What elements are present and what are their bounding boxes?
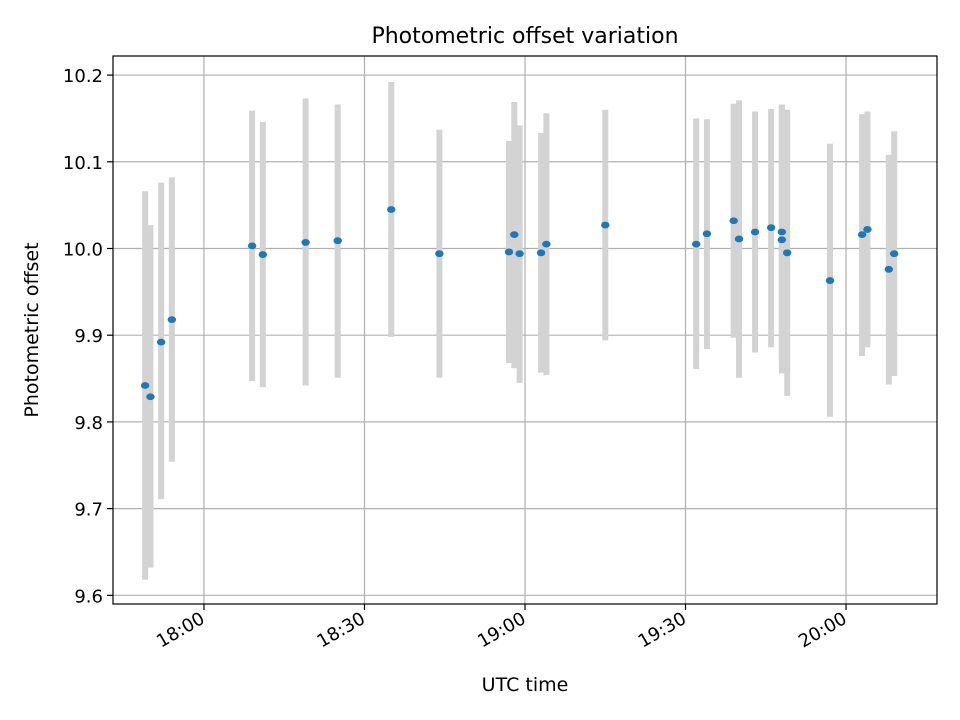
data-point <box>247 242 257 250</box>
data-point <box>515 250 524 258</box>
data-point <box>146 393 155 401</box>
data-point <box>889 250 899 258</box>
data-point <box>536 249 546 257</box>
data-point <box>156 338 166 346</box>
data-point <box>167 316 177 323</box>
y-tick-label: 9.7 <box>74 500 103 521</box>
data-point <box>510 231 519 239</box>
y-tick-label: 10.0 <box>63 239 103 260</box>
data-point <box>140 382 150 389</box>
data-point <box>825 277 835 284</box>
x-axis-label: UTC time <box>482 674 569 696</box>
data-point <box>734 235 744 243</box>
data-point <box>333 237 342 245</box>
y-tick-label: 9.8 <box>74 413 103 434</box>
data-point <box>766 224 776 232</box>
data-point <box>435 250 444 258</box>
data-point <box>542 240 551 248</box>
data-point <box>692 240 701 248</box>
y-tick-label: 10.1 <box>63 153 103 174</box>
y-axis-ticks: 9.6 9.7 9.8 9.9 10.0 10.1 10.2 <box>63 66 113 607</box>
data-point <box>750 228 760 236</box>
data-point <box>729 217 738 225</box>
data-point <box>702 230 712 238</box>
data-point <box>301 239 310 246</box>
data-point <box>387 206 396 213</box>
grid-lines <box>113 56 937 604</box>
data-point <box>258 251 268 258</box>
data-point <box>782 249 792 257</box>
data-points <box>140 206 899 401</box>
data-point <box>857 231 867 239</box>
data-point <box>777 236 787 244</box>
data-point <box>777 228 787 236</box>
data-point <box>884 265 894 273</box>
data-point <box>601 221 610 229</box>
y-axis-label: Photometric offset <box>21 242 43 417</box>
chart-title: Photometric offset variation <box>371 24 678 49</box>
y-tick-label: 9.6 <box>74 586 103 607</box>
data-point <box>504 248 514 256</box>
y-tick-label: 9.9 <box>74 326 103 347</box>
data-point <box>863 226 872 233</box>
y-tick-label: 10.2 <box>63 66 103 87</box>
